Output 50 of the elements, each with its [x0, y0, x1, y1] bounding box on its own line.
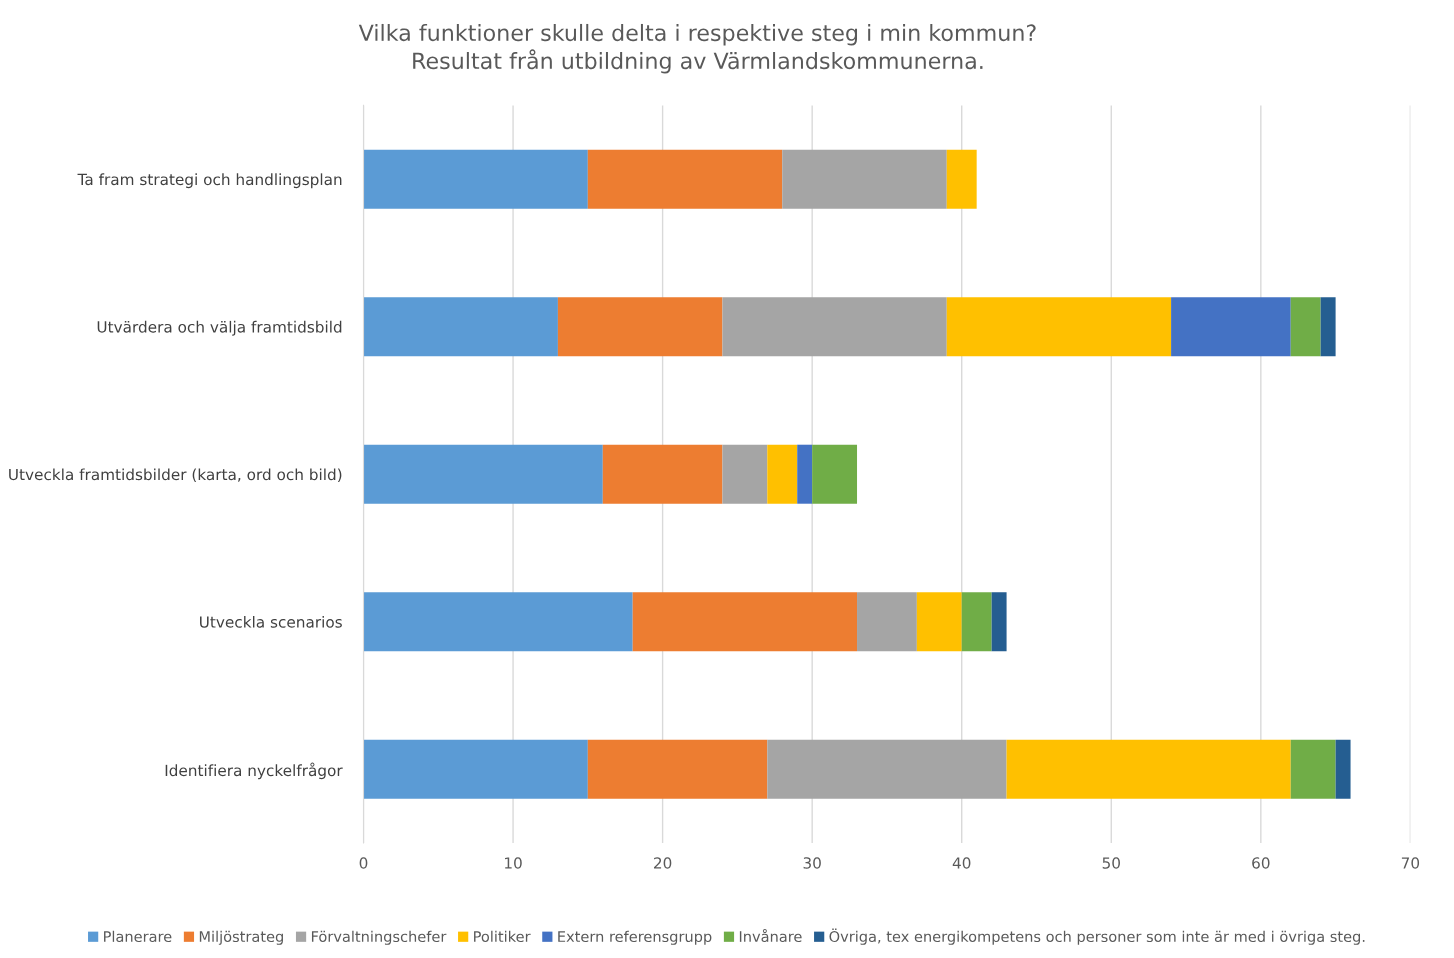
bar	[946, 149, 977, 209]
bar	[1320, 297, 1336, 357]
x-tick-label: 20	[654, 857, 672, 869]
bar	[1006, 739, 1291, 799]
bar	[946, 297, 1172, 357]
y-tick-label: Utveckla framtidsbilder (karta, ord och bild)	[9, 468, 342, 483]
bar	[767, 739, 1007, 799]
legend-label: Övriga, tex energikompetens och personer som inte är med i övriga steg.	[829, 928, 1365, 945]
y-tick-label: Identifiera nyckelfrågor	[165, 762, 343, 780]
bar	[587, 149, 783, 209]
legend-label: Invånare	[739, 929, 802, 943]
bar	[782, 149, 947, 209]
legend-label: Förvaltningschefer	[311, 930, 447, 945]
bar	[363, 739, 588, 799]
x-tick-label: 60	[1252, 857, 1270, 869]
x-tick-label: 30	[803, 857, 821, 869]
bar	[632, 592, 858, 652]
y-tick-label: Ta fram strategi och handlingsplan	[77, 173, 342, 189]
bar	[1290, 297, 1321, 357]
y-tick-label: Utvärdera och välja framtidsbild	[97, 320, 342, 336]
x-tick-label: 40	[952, 857, 971, 869]
x-tick-label: 0	[359, 857, 368, 869]
x-tick-label: 50	[1102, 857, 1120, 869]
bar	[812, 444, 858, 504]
chart-title: Vilka funktioner skulle delta i respektive steg i min kommun? Resultat från utbildning av Värmlandskommunerna.	[358, 23, 1036, 74]
bar	[857, 592, 917, 652]
legend-label: Extern referensgrupp	[558, 930, 712, 945]
x-tick-label: 70	[1401, 857, 1420, 869]
bar	[363, 297, 558, 357]
bar	[991, 592, 1007, 652]
bar	[363, 592, 633, 652]
bar	[363, 149, 588, 209]
legend-label: Miljöstrateg	[199, 930, 283, 945]
bar	[722, 444, 768, 504]
y-tick-label: Utveckla scenarios	[200, 615, 342, 628]
bar	[797, 444, 813, 504]
x-tick-label: 10	[505, 857, 522, 869]
bar	[722, 297, 947, 357]
bar	[363, 444, 603, 504]
legend-label: Politiker	[474, 930, 531, 943]
bar	[602, 444, 723, 504]
bar	[767, 444, 798, 504]
legend-label: Planerare	[104, 930, 172, 943]
bar	[961, 592, 992, 652]
bar	[916, 592, 962, 652]
bar	[557, 297, 723, 357]
bar	[1290, 739, 1336, 799]
bar	[1171, 297, 1291, 357]
bar	[587, 739, 768, 799]
bar	[1335, 739, 1351, 799]
